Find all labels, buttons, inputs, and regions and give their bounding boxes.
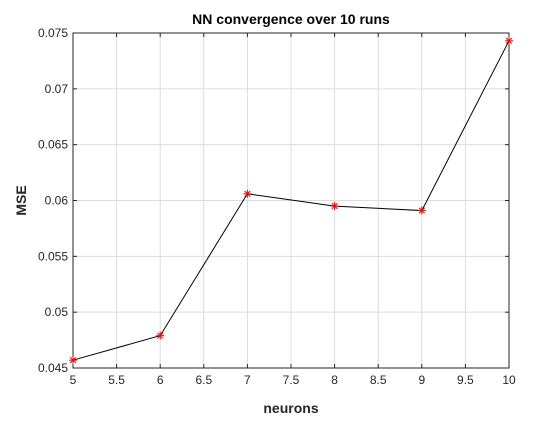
data-point-marker [330,202,339,211]
x-tick-label: 8.5 [370,373,387,387]
y-tick-label: 0.05 [45,305,69,319]
data-point-marker [505,36,513,45]
x-tick-label: 10 [502,373,516,387]
y-tick-label: 0.075 [38,26,68,40]
y-tick-label: 0.065 [38,138,68,152]
y-axis-label: MSE [13,185,29,215]
x-tick-label: 7 [244,373,251,387]
y-tick-label: 0.07 [45,82,69,96]
x-tick-label: 9 [418,373,425,387]
x-tick-label: 7.5 [283,373,300,387]
x-tick-label: 6 [157,373,164,387]
x-axis-label: neurons [263,400,318,416]
x-tick-label: 6.5 [195,373,212,387]
chart-title: NN convergence over 10 runs [192,11,390,27]
y-tick-label: 0.06 [45,194,69,208]
x-tick-label: 5.5 [108,373,125,387]
x-tick-label: 9.5 [457,373,474,387]
series-line [72,40,510,361]
data-point-marker [69,356,77,365]
axis-ticks: 5 5.5 6 6.5 7 7.5 8 8.5 9 9.5 10 0.045 0.05 0.055 0.06… [38,26,516,387]
series [69,36,513,365]
y-tick-label: 0.055 [38,249,68,263]
x-tick-label: 5 [70,373,77,387]
x-tick-label: 8 [331,373,338,387]
data-point-marker [156,331,165,340]
y-tick-label: 0.045 [38,361,68,375]
data-point-marker [417,206,426,215]
data-point-marker [243,189,252,198]
